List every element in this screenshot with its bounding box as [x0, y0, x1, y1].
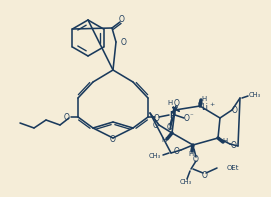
Text: O: O	[174, 98, 180, 108]
Text: H: H	[167, 100, 173, 106]
Text: O: O	[154, 113, 160, 123]
Text: O: O	[202, 170, 208, 179]
Text: O: O	[167, 124, 173, 133]
Text: H: H	[161, 137, 167, 143]
Text: H: H	[201, 96, 207, 102]
Text: P: P	[169, 111, 175, 120]
Text: Li: Li	[202, 102, 208, 112]
Text: O: O	[153, 121, 159, 129]
Text: O: O	[121, 37, 127, 46]
Text: H: H	[222, 138, 228, 144]
Text: O: O	[119, 15, 125, 23]
Text: +: +	[209, 101, 215, 107]
Text: CH₃: CH₃	[149, 153, 161, 159]
Text: OEt: OEt	[227, 165, 240, 171]
Text: ⁻: ⁻	[189, 113, 193, 119]
Text: O: O	[232, 106, 238, 114]
Text: O: O	[174, 148, 180, 156]
Text: O: O	[231, 141, 237, 151]
Text: O: O	[193, 155, 199, 164]
Text: CH₃: CH₃	[249, 92, 261, 98]
Text: CH₃: CH₃	[180, 179, 192, 185]
Text: O: O	[110, 136, 116, 145]
Text: O: O	[184, 113, 190, 123]
Text: H: H	[188, 151, 193, 157]
Text: O: O	[63, 112, 69, 122]
